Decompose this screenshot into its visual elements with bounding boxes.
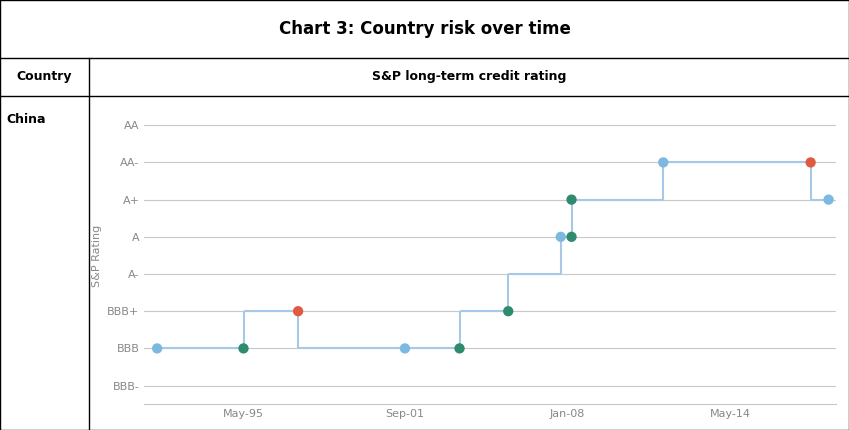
Text: Chart 3: Country risk over time: Chart 3: Country risk over time: [278, 20, 571, 38]
Point: [237, 345, 250, 352]
Text: S&P long-term credit rating: S&P long-term credit rating: [372, 71, 566, 83]
Y-axis label: S&P Rating: S&P Rating: [92, 224, 102, 286]
Point: [804, 159, 818, 166]
Text: China: China: [7, 113, 47, 126]
Point: [565, 233, 578, 240]
Point: [554, 233, 568, 240]
Point: [656, 159, 670, 166]
Point: [565, 196, 578, 203]
Point: [291, 308, 305, 315]
Point: [502, 308, 515, 315]
Point: [822, 196, 835, 203]
Point: [453, 345, 466, 352]
Point: [150, 345, 164, 352]
Text: Country: Country: [17, 71, 72, 83]
Point: [398, 345, 412, 352]
